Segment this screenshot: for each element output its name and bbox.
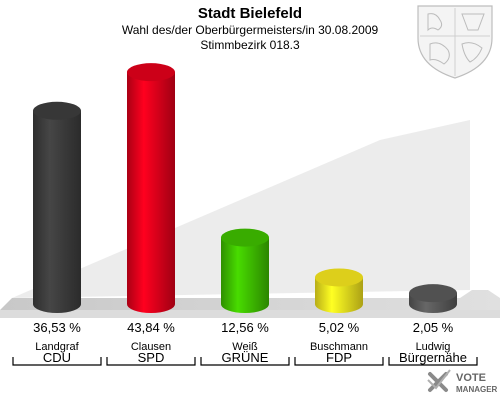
party-separator [388,357,478,366]
category-label: GRÜNE [222,350,269,365]
candidate-label: Buschmann [310,341,368,353]
value-label: 5,02 % [319,320,360,335]
chart-subtitle: Wahl des/der Oberbürgermeisters/in 30.08… [122,23,379,37]
coat-of-arms-icon [417,5,493,79]
category-label: CDU [43,350,71,365]
logo-line2: MANAGER [456,385,498,394]
bar-top [33,101,81,120]
bar-body [221,237,269,313]
bar-top [127,63,175,82]
chart-title: Stadt Bielefeld [198,5,302,22]
category-label: SPD [138,350,165,365]
value-label: 36,53 % [33,320,81,335]
candidate-label: Clausen [131,341,171,353]
party-separator [294,357,384,366]
category-label: FDP [326,350,352,365]
bar-spd [127,63,175,314]
candidate-label: Landgraf [35,341,79,353]
bar-body [127,72,175,314]
bar-top [221,228,269,247]
bar-grüne [221,228,269,313]
party-separator [106,357,196,366]
bar-top [315,268,363,287]
bar-bürgernähe [409,284,457,313]
candidate-label: Weiß [232,341,258,353]
party-separator [200,357,290,366]
logo-line1: VOTE [456,372,486,384]
bar-cdu [33,101,81,313]
ballot-x-icon [427,369,451,392]
chart-subtitle-district: Stimmbezirk 018.3 [200,38,300,52]
candidate-label: Ludwig [416,341,451,353]
bar-top [409,284,457,303]
category-label: Bürgernähe [399,350,467,365]
party-separators [12,357,478,366]
value-label: 12,56 % [221,320,269,335]
bar-body [33,110,81,313]
party-separator [12,357,102,366]
value-label: 2,05 % [413,320,454,335]
vote-manager-logo: VOTE MANAGER [427,369,498,394]
value-label: 43,84 % [127,320,175,335]
bars-group [33,63,457,314]
bar-fdp [315,268,363,313]
bar-body [315,277,363,313]
